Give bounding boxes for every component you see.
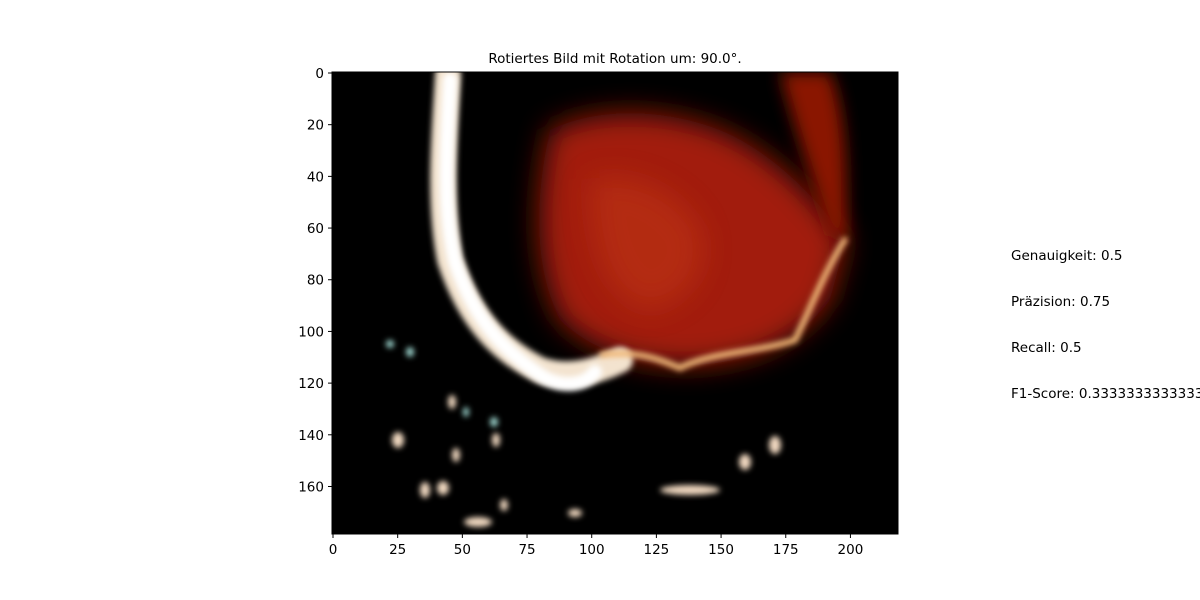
y-axis: 0 20 40 60 80 100 120 140 160 (298, 66, 332, 495)
chart-title: Rotiertes Bild mit Rotation um: 90.0°. (488, 51, 742, 67)
accuracy-label: Genauigkeit: 0.5 (1011, 248, 1123, 264)
y-tick-label: 80 (307, 273, 324, 289)
y-tick-label: 140 (298, 428, 324, 444)
x-tick-label: 125 (644, 542, 670, 558)
y-tick-label: 20 (307, 118, 324, 134)
y-tick-label: 40 (307, 169, 324, 185)
x-tick-label: 175 (773, 542, 799, 558)
f1-score-label: F1-Score: 0.3333333333333 (1011, 386, 1200, 402)
y-tick-label: 0 (315, 66, 324, 82)
red-core (590, 177, 703, 310)
bright-band-core (439, 73, 602, 391)
x-tick-label: 100 (579, 542, 605, 558)
x-tick-label: 75 (518, 542, 535, 558)
y-tick-label: 100 (298, 324, 324, 340)
precision-label: Präzision: 0.75 (1011, 294, 1111, 310)
x-tick-label: 50 (454, 542, 471, 558)
right-red-strip (780, 72, 847, 240)
recall-label: Recall: 0.5 (1011, 340, 1082, 356)
x-tick-label: 0 (329, 542, 338, 558)
x-tick-label: 200 (838, 542, 864, 558)
x-axis: 0 25 50 75 100 125 150 175 200 (329, 534, 864, 558)
photo-image (332, 72, 898, 534)
orange-edge (599, 236, 849, 372)
bright-specks (392, 395, 781, 527)
y-tick-label: 60 (307, 221, 324, 237)
x-tick-label: 150 (708, 542, 734, 558)
x-tick-label: 25 (389, 542, 406, 558)
y-tick-label: 120 (298, 376, 324, 392)
y-tick-label: 160 (298, 479, 324, 495)
plot-frame (331, 71, 899, 535)
cyan-specks (386, 340, 498, 427)
